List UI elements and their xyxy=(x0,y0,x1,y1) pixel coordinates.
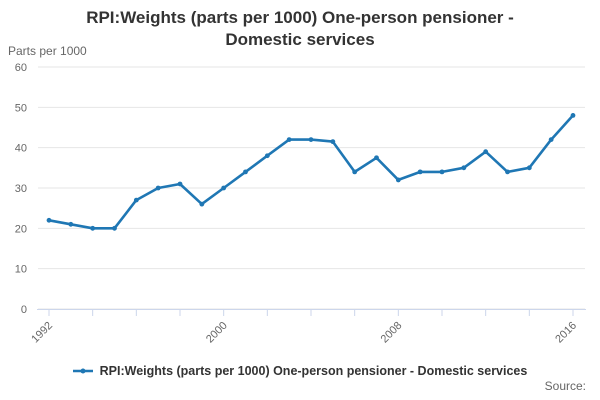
y-axis-units-label: Parts per 1000 xyxy=(8,44,87,58)
svg-text:50: 50 xyxy=(15,102,27,114)
chart-title-line1: RPI:Weights (parts per 1000) One-person … xyxy=(86,8,514,27)
svg-text:20: 20 xyxy=(15,223,27,235)
svg-text:60: 60 xyxy=(15,62,27,74)
plot-area: 0 10 20 30 40 50 60 1992 2000 2008 2016 xyxy=(15,62,586,346)
svg-text:0: 0 xyxy=(21,304,27,316)
svg-text:40: 40 xyxy=(15,143,27,155)
source-label: Source: xyxy=(544,379,586,393)
svg-text:10: 10 xyxy=(15,264,27,276)
svg-text:2000: 2000 xyxy=(204,320,230,346)
legend-line-marker-icon xyxy=(72,368,93,374)
legend-label: RPI:Weights (parts per 1000) One-person … xyxy=(99,364,528,378)
legend-item[interactable]: RPI:Weights (parts per 1000) One-person … xyxy=(0,364,600,378)
svg-text:1992: 1992 xyxy=(29,320,55,346)
chart-title: RPI:Weights (parts per 1000) One-person … xyxy=(0,7,600,52)
chart-title-line2: Domestic services xyxy=(225,30,375,50)
svg-text:30: 30 xyxy=(15,183,27,195)
svg-text:2008: 2008 xyxy=(379,320,405,346)
svg-text:2016: 2016 xyxy=(553,320,579,346)
